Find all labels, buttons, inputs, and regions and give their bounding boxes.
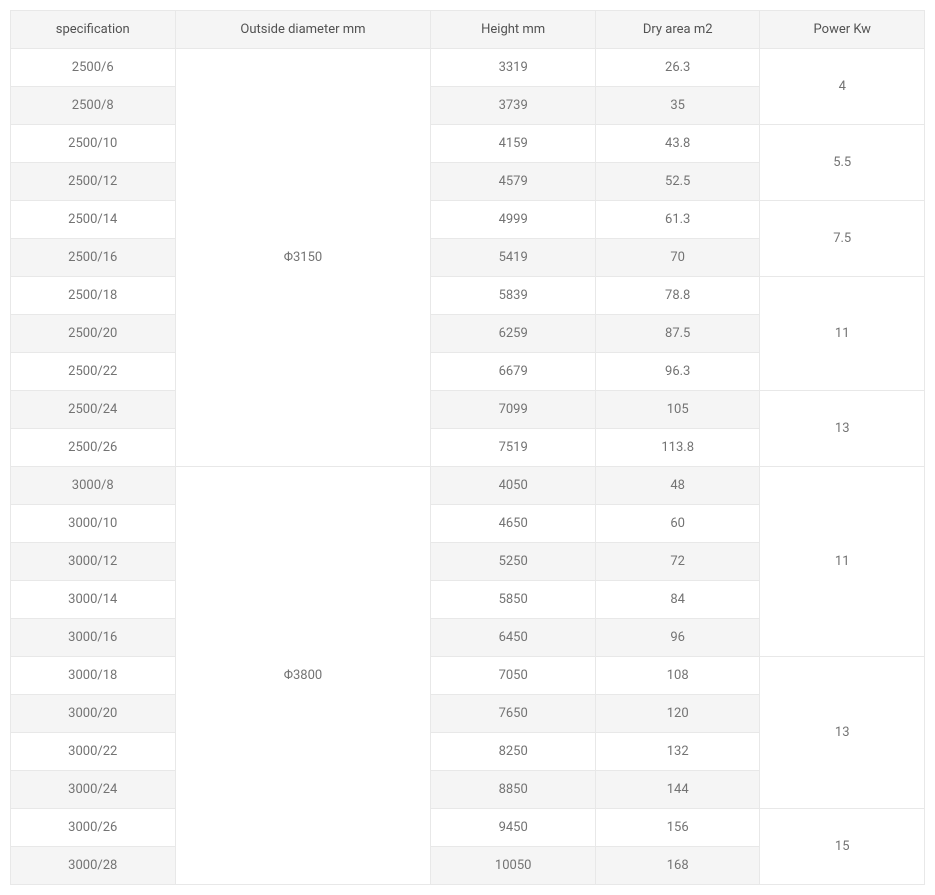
spec-cell: 2500/12 xyxy=(11,163,176,201)
height-cell: 8250 xyxy=(431,733,596,771)
column-header: Height mm xyxy=(431,11,596,49)
spec-cell: 3000/24 xyxy=(11,771,176,809)
dry-area-cell: 43.8 xyxy=(595,125,760,163)
height-cell: 4159 xyxy=(431,125,596,163)
height-cell: 3319 xyxy=(431,49,596,87)
power-cell: 13 xyxy=(760,391,925,467)
column-header: Power Kw xyxy=(760,11,925,49)
dry-area-cell: 61.3 xyxy=(595,201,760,239)
spec-cell: 3000/18 xyxy=(11,657,176,695)
spec-cell: 3000/28 xyxy=(11,847,176,885)
column-header: specification xyxy=(11,11,176,49)
dry-area-cell: 26.3 xyxy=(595,49,760,87)
spec-cell: 2500/18 xyxy=(11,277,176,315)
spec-cell: 3000/20 xyxy=(11,695,176,733)
power-cell: 15 xyxy=(760,809,925,885)
dry-area-cell: 84 xyxy=(595,581,760,619)
spec-cell: 3000/12 xyxy=(11,543,176,581)
spec-cell: 2500/14 xyxy=(11,201,176,239)
height-cell: 7050 xyxy=(431,657,596,695)
height-cell: 6679 xyxy=(431,353,596,391)
dry-area-cell: 70 xyxy=(595,239,760,277)
spec-cell: 2500/16 xyxy=(11,239,176,277)
height-cell: 4579 xyxy=(431,163,596,201)
height-cell: 7650 xyxy=(431,695,596,733)
height-cell: 5839 xyxy=(431,277,596,315)
height-cell: 6259 xyxy=(431,315,596,353)
dry-area-cell: 72 xyxy=(595,543,760,581)
power-cell: 13 xyxy=(760,657,925,809)
dry-area-cell: 35 xyxy=(595,87,760,125)
power-cell: 11 xyxy=(760,467,925,657)
spec-cell: 2500/24 xyxy=(11,391,176,429)
table-body: 2500/6Φ3150331926.342500/83739352500/104… xyxy=(11,49,925,885)
power-cell: 4 xyxy=(760,49,925,125)
column-header: Dry area m2 xyxy=(595,11,760,49)
table-row: 3000/26945015615 xyxy=(11,809,925,847)
height-cell: 8850 xyxy=(431,771,596,809)
spec-cell: 3000/16 xyxy=(11,619,176,657)
power-cell: 11 xyxy=(760,277,925,391)
dry-area-cell: 156 xyxy=(595,809,760,847)
spec-cell: 3000/10 xyxy=(11,505,176,543)
power-cell: 7.5 xyxy=(760,201,925,277)
dry-area-cell: 96 xyxy=(595,619,760,657)
dry-area-cell: 108 xyxy=(595,657,760,695)
table-header-row: specificationOutside diameter mmHeight m… xyxy=(11,11,925,49)
spec-cell: 3000/22 xyxy=(11,733,176,771)
dry-area-cell: 60 xyxy=(595,505,760,543)
diameter-cell: Φ3150 xyxy=(175,49,431,467)
table-row: 2500/10415943.85.5 xyxy=(11,125,925,163)
dry-area-cell: 144 xyxy=(595,771,760,809)
spec-cell: 2500/20 xyxy=(11,315,176,353)
table-row: 2500/6Φ3150331926.34 xyxy=(11,49,925,87)
spec-cell: 2500/22 xyxy=(11,353,176,391)
height-cell: 5419 xyxy=(431,239,596,277)
dry-area-cell: 96.3 xyxy=(595,353,760,391)
dry-area-cell: 105 xyxy=(595,391,760,429)
height-cell: 4999 xyxy=(431,201,596,239)
dry-area-cell: 87.5 xyxy=(595,315,760,353)
spec-cell: 2500/6 xyxy=(11,49,176,87)
spec-cell: 2500/26 xyxy=(11,429,176,467)
table-row: 3000/8Φ380040504811 xyxy=(11,467,925,505)
dry-area-cell: 48 xyxy=(595,467,760,505)
table-row: 2500/18583978.811 xyxy=(11,277,925,315)
dry-area-cell: 52.5 xyxy=(595,163,760,201)
spec-cell: 3000/14 xyxy=(11,581,176,619)
spec-cell: 3000/26 xyxy=(11,809,176,847)
height-cell: 3739 xyxy=(431,87,596,125)
height-cell: 5850 xyxy=(431,581,596,619)
height-cell: 4050 xyxy=(431,467,596,505)
height-cell: 10050 xyxy=(431,847,596,885)
dry-area-cell: 78.8 xyxy=(595,277,760,315)
height-cell: 6450 xyxy=(431,619,596,657)
dry-area-cell: 113.8 xyxy=(595,429,760,467)
height-cell: 7519 xyxy=(431,429,596,467)
height-cell: 5250 xyxy=(431,543,596,581)
spec-cell: 2500/10 xyxy=(11,125,176,163)
height-cell: 9450 xyxy=(431,809,596,847)
table-row: 2500/14499961.37.5 xyxy=(11,201,925,239)
dry-area-cell: 132 xyxy=(595,733,760,771)
table-row: 3000/18705010813 xyxy=(11,657,925,695)
power-cell: 5.5 xyxy=(760,125,925,201)
dry-area-cell: 120 xyxy=(595,695,760,733)
dry-area-cell: 168 xyxy=(595,847,760,885)
height-cell: 4650 xyxy=(431,505,596,543)
spec-cell: 2500/8 xyxy=(11,87,176,125)
height-cell: 7099 xyxy=(431,391,596,429)
specification-table: specificationOutside diameter mmHeight m… xyxy=(10,10,925,885)
spec-cell: 3000/8 xyxy=(11,467,176,505)
column-header: Outside diameter mm xyxy=(175,11,431,49)
table-row: 2500/24709910513 xyxy=(11,391,925,429)
diameter-cell: Φ3800 xyxy=(175,467,431,885)
